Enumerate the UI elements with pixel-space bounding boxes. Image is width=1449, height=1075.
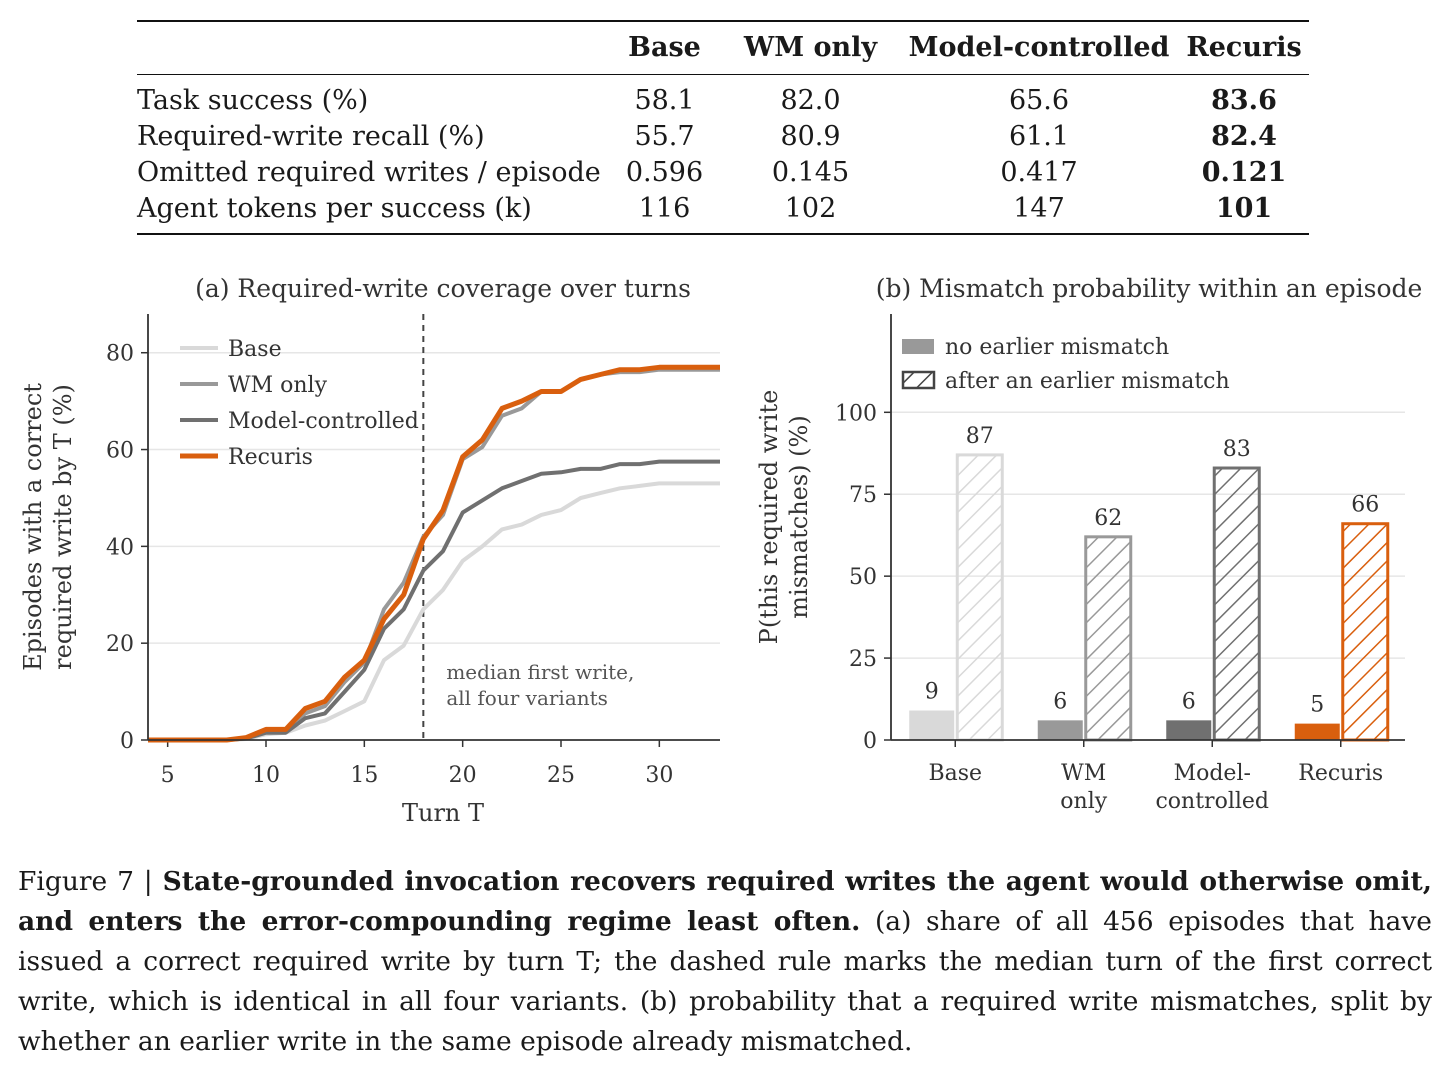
table-cell: 83.6 [1211, 85, 1277, 116]
table-cell: 0.596 [625, 157, 704, 188]
figure-caption: Figure 7 | State-grounded invocation rec… [18, 862, 1432, 1062]
results-table: Base WM only Model-controlled Recuris Ta… [137, 20, 1309, 235]
bar-no-earlier-mismatch [1037, 720, 1083, 740]
bar-value-label: 62 [1094, 506, 1122, 531]
y-tick-label: 20 [106, 632, 134, 657]
coverage-line-chart: 0 20 40 60 80 5 10 15 20 25 30 median first write,a… [19, 274, 720, 827]
row-label: Required-write recall (%) [137, 121, 485, 152]
bar-after-earlier-mismatch [955, 453, 1004, 742]
table-cell: 55.7 [634, 121, 695, 152]
legend-label: Base [228, 337, 282, 362]
y-axis-label: Episodes with a correct [19, 383, 47, 671]
x-tick-label: 5 [161, 763, 175, 788]
table-row: Omitted required writes / episode 0.596 … [137, 155, 1309, 191]
row-label: Agent tokens per success (k) [137, 193, 532, 224]
bar-value-label: 5 [1310, 693, 1324, 718]
table-cell: 61.1 [1008, 121, 1070, 152]
bar-value-label: 6 [1053, 689, 1067, 714]
y-tick-label: 75 [849, 483, 877, 508]
caption-text: (a) share of all 456 episodes that have … [18, 906, 1432, 1057]
y-tick-label: 100 [835, 401, 877, 426]
bar-value-label: 6 [1182, 689, 1196, 714]
y-tick-label: 50 [849, 565, 877, 590]
table-header-cell: Model-controlled [908, 32, 1170, 63]
bar-no-earlier-mismatch [909, 710, 955, 740]
bar-after-earlier-mismatch [1212, 466, 1261, 742]
bar-value-label: 83 [1223, 437, 1251, 462]
table-cell: 102 [784, 193, 837, 224]
x-tick-label: 15 [350, 763, 378, 788]
median-rule-label: median first write, [446, 660, 634, 684]
caption-label: Figure 7 | [18, 866, 163, 897]
legend-label: Recuris [228, 445, 313, 470]
table-row: Agent tokens per success (k) 116 102 147… [137, 191, 1309, 234]
table-cell: 0.145 [771, 157, 850, 188]
caption-bold: State-grounded invocation recovers requi… [18, 866, 1432, 937]
bar-no-earlier-mismatch [1166, 720, 1212, 740]
table-header-row: Base WM only Model-controlled Recuris [137, 21, 1309, 75]
x-tick-label: 20 [449, 763, 477, 788]
table-cell: 0.417 [1000, 157, 1078, 188]
table-header-cell: Base [628, 32, 701, 63]
table-cell: 82.4 [1211, 121, 1277, 152]
legend-swatch-hatched [901, 370, 936, 390]
table-row: Required-write recall (%) 55.7 80.9 61.1… [137, 119, 1309, 155]
chart-title: (b) Mismatch probability within an episo… [876, 274, 1423, 303]
x-tick-label: 30 [645, 763, 673, 788]
bar-no-earlier-mismatch [1294, 723, 1340, 740]
table-cell: 147 [1013, 193, 1065, 224]
legend-swatch-solid [902, 339, 934, 354]
bar-after-earlier-mismatch [1341, 522, 1390, 742]
x-tick-label: Recuris [1298, 761, 1383, 786]
y-tick-label: 25 [849, 647, 877, 672]
table-header-cell [137, 21, 607, 75]
table-cell: 101 [1215, 193, 1273, 224]
x-tick-label: Base [928, 761, 982, 786]
y-tick-label: 0 [863, 729, 877, 754]
table-row: Task success (%) 58.1 82.0 65.6 83.6 [137, 75, 1309, 120]
mismatch-bar-chart: 0 25 50 75 100 9 87 Base 6 62 WM only 6 83 Model-contr… [755, 274, 1423, 814]
row-label: Task success (%) [137, 85, 369, 116]
table-header-cell: Recuris [1186, 32, 1302, 63]
y-axis-label: P(this required write [755, 390, 783, 645]
x-tick-label: WM [1061, 761, 1106, 786]
legend-label: WM only [228, 373, 328, 398]
y-tick-label: 80 [106, 342, 134, 367]
table-cell: 82.0 [780, 85, 841, 116]
x-tick-label: 10 [252, 763, 280, 788]
legend-label: Model-controlled [228, 409, 419, 434]
x-tick-label: only [1060, 789, 1107, 814]
legend-label: no earlier mismatch [945, 335, 1169, 360]
x-tick-label: Model- [1174, 761, 1251, 786]
bar-after-earlier-mismatch [1084, 535, 1133, 742]
y-axis-label: mismatches) (%) [785, 415, 813, 618]
bar-value-label: 66 [1351, 493, 1379, 518]
x-tick-label: controlled [1155, 789, 1269, 814]
table-cell: 116 [638, 193, 691, 224]
bar-value-label: 9 [925, 680, 939, 705]
legend-label: after an earlier mismatch [945, 369, 1230, 394]
table-cell: 0.121 [1201, 157, 1287, 188]
y-tick-label: 40 [106, 535, 134, 560]
table-cell: 65.6 [1008, 85, 1070, 116]
bar-value-label: 87 [966, 424, 994, 449]
row-label: Omitted required writes / episode [137, 157, 601, 188]
x-axis-label: Turn T [402, 799, 484, 827]
median-rule-label: all four variants [446, 686, 608, 710]
y-tick-label: 60 [106, 439, 134, 464]
y-axis-label: required write by T (%) [49, 384, 77, 670]
y-tick-label: 0 [120, 729, 134, 754]
chart-title: (a) Required-write coverage over turns [195, 274, 691, 303]
series-line [148, 364, 720, 743]
x-tick-label: 25 [547, 763, 575, 788]
table-header-cell: WM only [743, 32, 878, 63]
table-cell: 80.9 [780, 121, 841, 152]
table-cell: 58.1 [634, 85, 695, 116]
